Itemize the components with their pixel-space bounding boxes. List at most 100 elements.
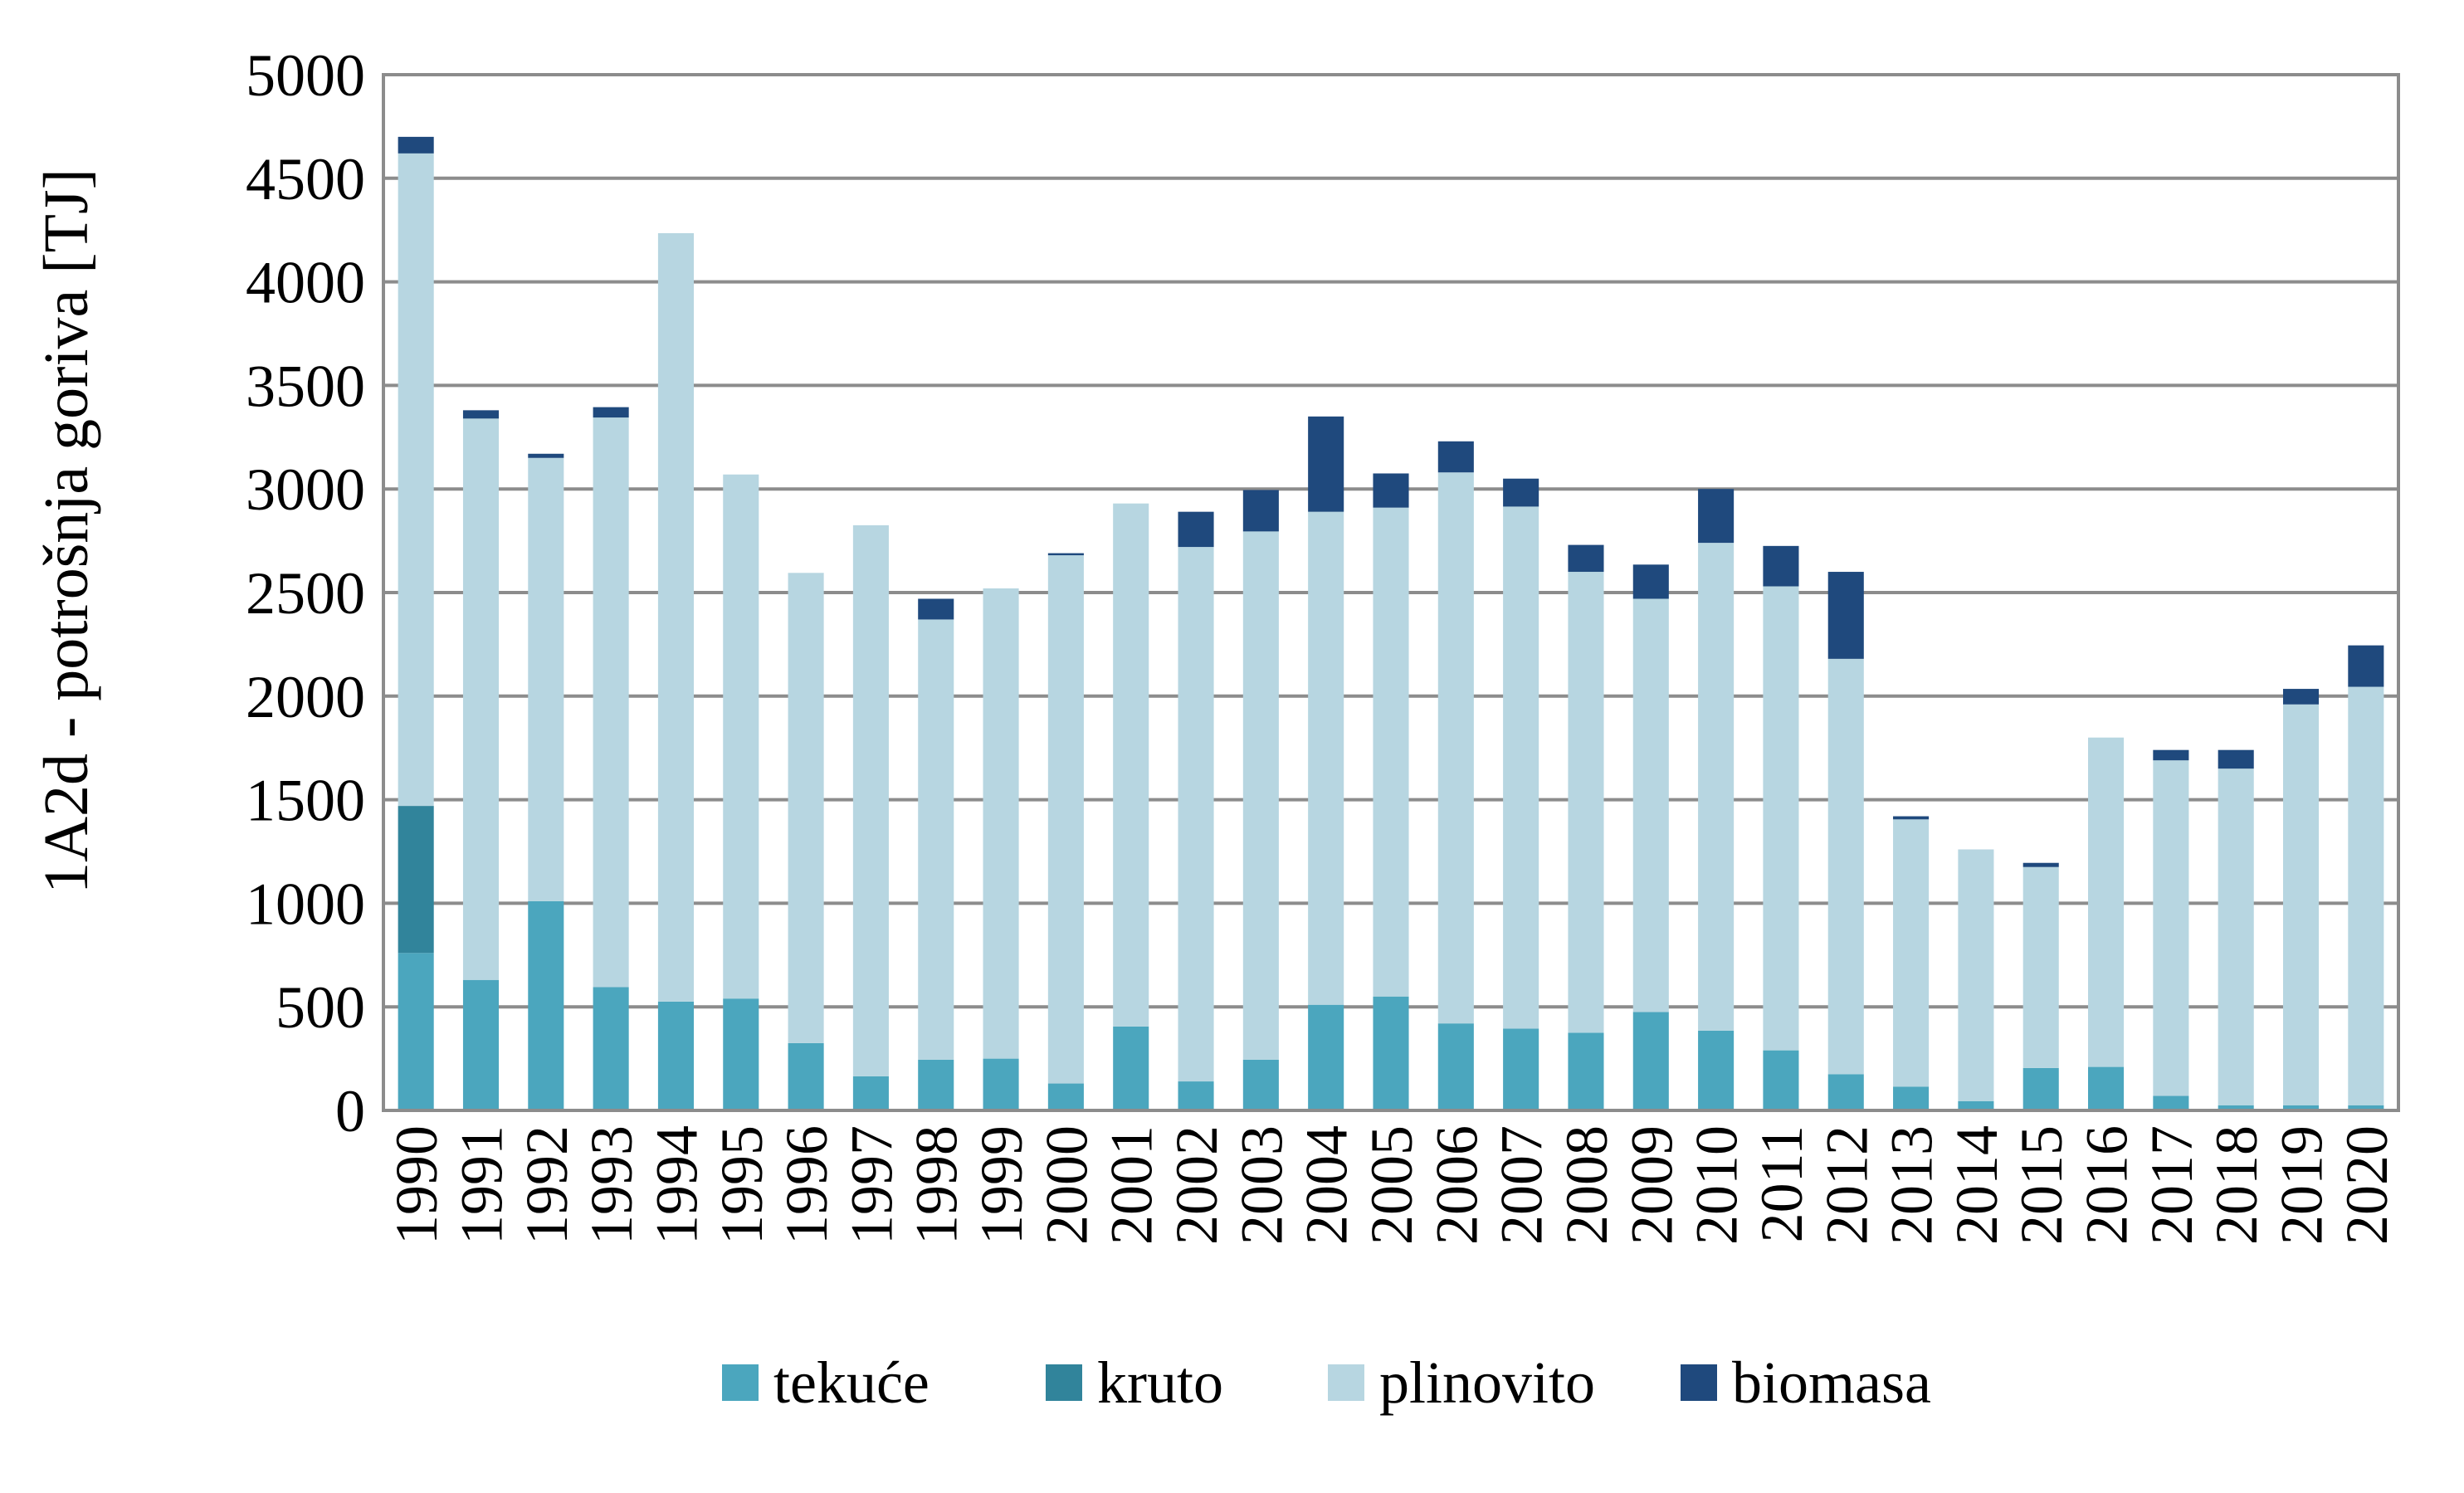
y-tick-label: 4000 (246, 250, 365, 316)
bar-segment (2348, 645, 2384, 687)
x-tick-label: 2016 (2074, 1125, 2140, 1245)
bar-segment (723, 998, 759, 1110)
bar-segment (528, 900, 564, 1110)
bar-segment (852, 1076, 889, 1110)
x-tick-label: 1994 (643, 1125, 710, 1245)
bar-segment (2282, 1105, 2320, 1110)
x-tick-labels: 1990199119921993199419951996199719981999… (383, 1125, 2400, 1245)
bar-segment (462, 979, 500, 1110)
bar-segment (1632, 564, 1669, 599)
bar-segment (2022, 862, 2059, 867)
bar-segment (657, 232, 694, 1002)
y-tick-label: 500 (276, 974, 365, 1041)
bar-segment (1827, 1074, 1864, 1110)
y-tick-label: 5000 (246, 42, 365, 109)
x-tick-label: 2005 (1359, 1125, 1425, 1245)
bar-segment (1308, 511, 1344, 1005)
bar-segment (723, 474, 759, 999)
bar-segment (2088, 1066, 2125, 1110)
bar-segment (1503, 478, 1539, 507)
x-tick-label: 1998 (904, 1125, 970, 1245)
bar-segment (1503, 1028, 1539, 1110)
legend-swatch (722, 1364, 759, 1401)
x-tick-label: 2014 (1944, 1125, 2010, 1245)
y-tick-labels: 0 500 1000 1500 2000 2500 3000 3500 4000 4500 5000 (246, 42, 365, 1144)
bar-segment (918, 1059, 954, 1110)
x-tick-label: 1997 (838, 1125, 905, 1245)
x-tick-label: 1999 (969, 1125, 1035, 1245)
bar-segment (1568, 572, 1604, 1033)
x-tick-label: 1995 (709, 1125, 775, 1245)
y-tick-label: 2500 (246, 560, 365, 627)
legend-swatch (1681, 1364, 1717, 1401)
bar-segment (1763, 586, 1799, 1051)
bar-segment (1113, 1026, 1149, 1110)
x-tick-label: 2004 (1294, 1125, 1360, 1245)
bar-segment (528, 457, 564, 901)
bar-segment (788, 573, 824, 1043)
bar-segment (1893, 819, 1930, 1087)
bar-segment (2348, 686, 2384, 1105)
x-tick-label: 1996 (773, 1125, 840, 1245)
bar-segment (2218, 768, 2254, 1105)
legend-label: tekuće (773, 1349, 929, 1416)
y-axis-label: 1A2d - potrošnja goriva [TJ] (32, 168, 101, 894)
bar-segment (788, 1042, 824, 1110)
x-tick-label: 2012 (1813, 1125, 1880, 1245)
bar-segment (1958, 1100, 1994, 1110)
bar-segment (1698, 543, 1735, 1031)
x-tick-label: 2003 (1228, 1125, 1295, 1245)
bar-segment (398, 806, 434, 954)
x-tick-label: 2002 (1164, 1125, 1230, 1245)
x-tick-label: 2007 (1489, 1125, 1555, 1245)
bar-segment (398, 953, 434, 1110)
x-tick-label: 2013 (1879, 1125, 1945, 1245)
x-tick-label: 2017 (2139, 1125, 2205, 1245)
bar-segment (1958, 849, 1994, 1101)
bar-segment (2088, 737, 2125, 1067)
bar-segment (1308, 416, 1344, 512)
bar-segment (1047, 553, 1084, 556)
x-tick-label: 2010 (1684, 1125, 1750, 1245)
legend-label: kruto (1097, 1349, 1223, 1416)
x-tick-label: 2000 (1033, 1125, 1100, 1245)
x-tick-label: 2019 (2269, 1125, 2335, 1245)
bar-segment (1437, 1023, 1474, 1110)
bar-segment (1568, 1032, 1604, 1110)
bar-segment (2282, 704, 2320, 1105)
bar-segment (983, 588, 1019, 1059)
bar-segment (2153, 1095, 2189, 1110)
bar-segment (1893, 1086, 1930, 1110)
bar-segment (2218, 1105, 2254, 1110)
bar-segment (2153, 760, 2189, 1096)
bar-segment (1242, 1059, 1279, 1110)
x-tick-label: 1993 (578, 1125, 645, 1245)
bar-segment (1047, 555, 1084, 1084)
bars (398, 136, 2384, 1110)
bar-segment (1373, 473, 1409, 508)
bar-segment (1373, 507, 1409, 997)
bar-segment (1437, 472, 1474, 1024)
legend-label: biomasa (1732, 1349, 1931, 1416)
bar-segment (2348, 1105, 2384, 1110)
bar-segment (398, 136, 434, 154)
y-tick-label: 1500 (246, 768, 365, 834)
bar-segment (1763, 1050, 1799, 1110)
bar-segment (1242, 490, 1279, 532)
x-tick-label: 1991 (448, 1125, 515, 1245)
bar-segment (1632, 1012, 1669, 1110)
bar-segment (462, 418, 500, 980)
bar-segment (1698, 1030, 1735, 1110)
x-tick-label: 2006 (1423, 1125, 1490, 1245)
bar-segment (1242, 531, 1279, 1060)
x-tick-label: 2020 (2334, 1125, 2400, 1245)
bar-segment (528, 453, 564, 458)
bar-segment (1373, 996, 1409, 1110)
y-tick-label: 3500 (246, 353, 365, 419)
x-tick-label: 2001 (1099, 1125, 1165, 1245)
bar-segment (593, 987, 629, 1110)
bar-segment (657, 1001, 694, 1110)
bar-segment (918, 619, 954, 1060)
